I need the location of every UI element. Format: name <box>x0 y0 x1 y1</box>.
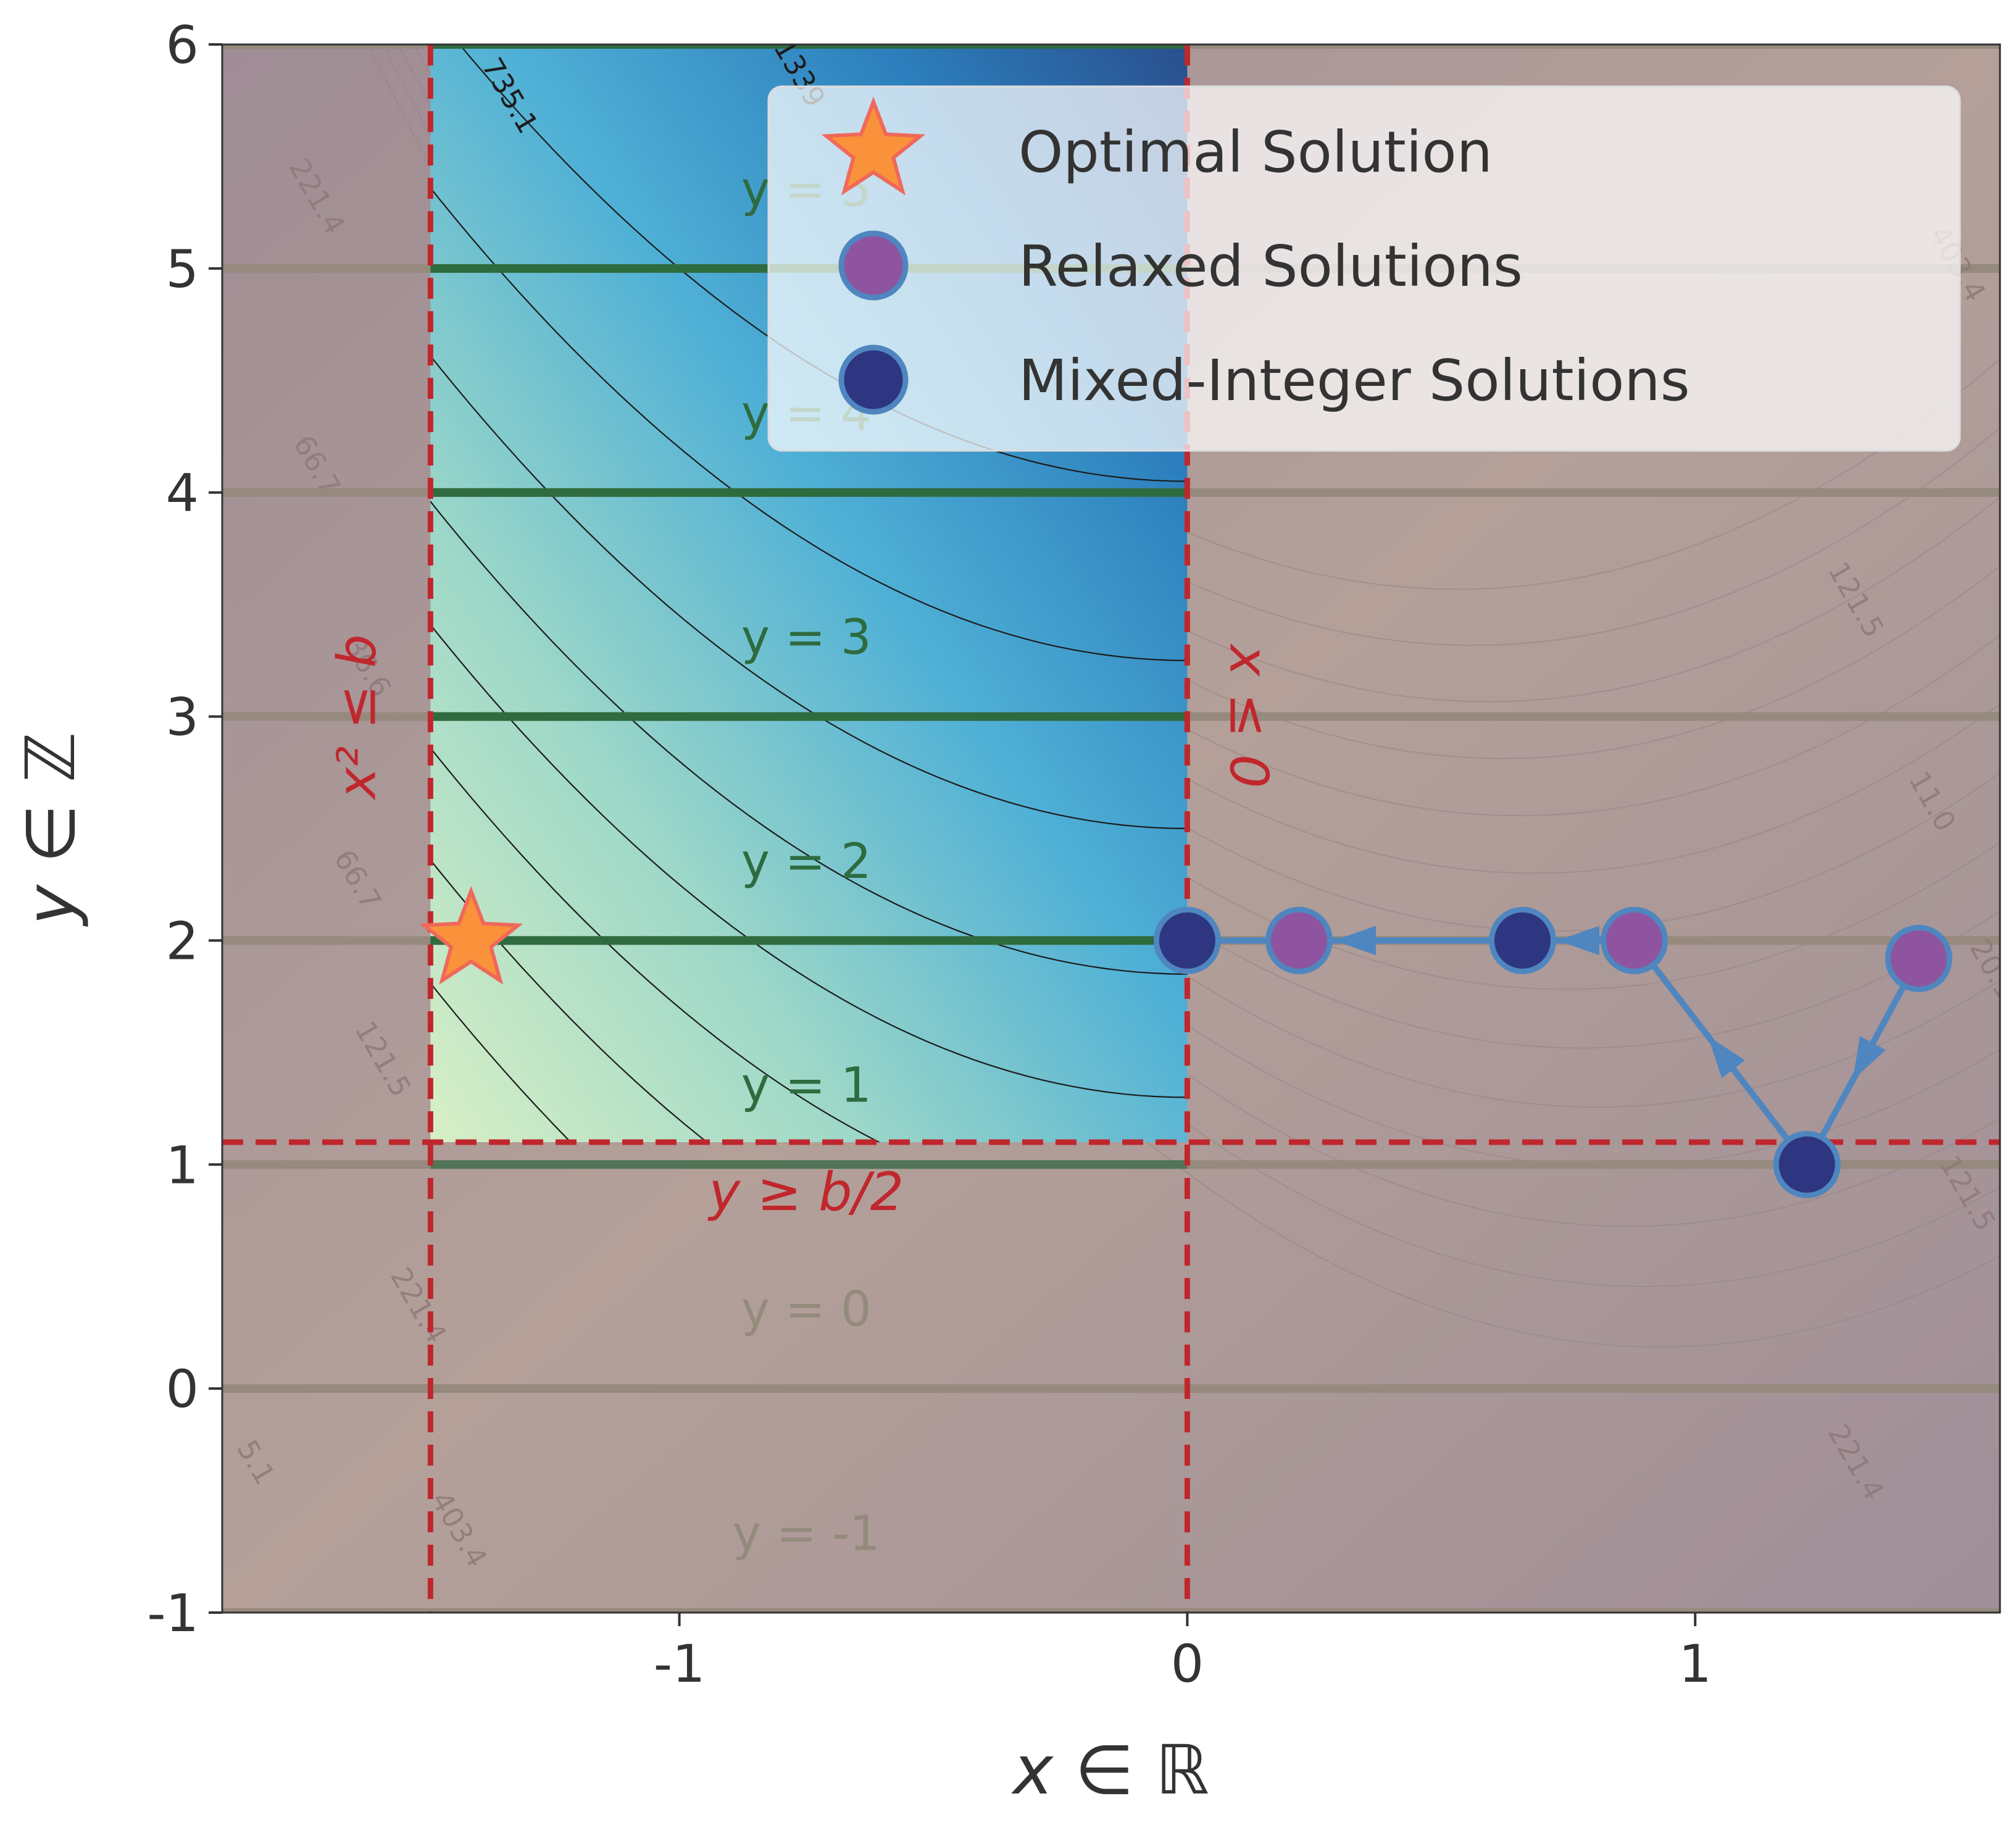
y-tick-label: 6 <box>166 15 199 75</box>
axes-border <box>221 43 2001 1614</box>
integer-line-label: y = -1 <box>733 1506 880 1561</box>
y-tick-label: 5 <box>166 239 199 299</box>
path-arrow <box>1852 1036 1886 1080</box>
constraint-label: y ≥ b/2 <box>707 1161 904 1223</box>
axes-frame: -1 0 1 -1 0 1 2 3 4 5 6 x ∈ ℝ y ∈ ℤ <box>11 15 2001 1810</box>
contour-line <box>430 982 572 1142</box>
infeasible-overlay <box>430 1142 1188 1613</box>
path-arrow <box>1557 925 1599 956</box>
y-tick-label: 3 <box>166 687 199 748</box>
x-tick-label: 1 <box>1679 1634 1712 1694</box>
path-arrow <box>1707 1035 1745 1079</box>
contour-line <box>430 500 1188 975</box>
contour-line <box>430 746 881 1142</box>
constraint-label: x ≤ 0 <box>1217 643 1279 788</box>
x-tick-label: -1 <box>654 1634 706 1694</box>
y-tick-label: -1 <box>147 1583 199 1643</box>
path-arrow <box>1334 925 1376 956</box>
y-tick-label: 4 <box>166 463 199 524</box>
legend-circle-icon <box>838 230 909 301</box>
relaxed-solution-marker <box>1885 924 1952 992</box>
contour-line <box>430 186 1188 661</box>
y-tick-label: 1 <box>166 1135 199 1195</box>
constraint-label: x² ≤ b <box>326 634 388 801</box>
mixed-integer-solution-marker <box>1773 1130 1841 1198</box>
legend-box <box>767 85 1961 452</box>
y-axis-title: y ∈ ℤ <box>11 732 90 927</box>
y-tick-label: 0 <box>166 1359 199 1419</box>
relaxed-solution-marker <box>1601 906 1668 974</box>
integer-line-label: y = 0 <box>741 1282 872 1338</box>
x-tick-label: 0 <box>1171 1634 1204 1694</box>
contour-line <box>430 354 1188 830</box>
integer-line-label: y = 2 <box>741 834 872 890</box>
optimal-solution-marker <box>419 885 523 985</box>
legend-star-icon <box>821 96 926 196</box>
integer-line-label: y = 1 <box>741 1058 872 1114</box>
mixed-integer-solution-marker <box>1489 906 1557 974</box>
y-tick-label: 2 <box>166 911 199 971</box>
legend-entry-label: Relaxed Solutions <box>1018 233 1523 299</box>
legend: Optimal Solution Relaxed Solutions Mixed-I… <box>767 85 1961 452</box>
legend-entry-label: Optimal Solution <box>1018 119 1493 185</box>
contour-line <box>430 859 708 1142</box>
x-axis-title: x ∈ ℝ <box>1011 1731 1209 1810</box>
relaxed-solution-marker <box>1265 906 1333 974</box>
legend-circle-icon <box>838 344 909 415</box>
integer-line-label: y = 3 <box>741 610 872 666</box>
infeasible-overlay <box>222 44 431 1613</box>
mixed-integer-solution-marker <box>1153 906 1221 974</box>
legend-entry-label: Mixed-Integer Solutions <box>1018 348 1690 414</box>
